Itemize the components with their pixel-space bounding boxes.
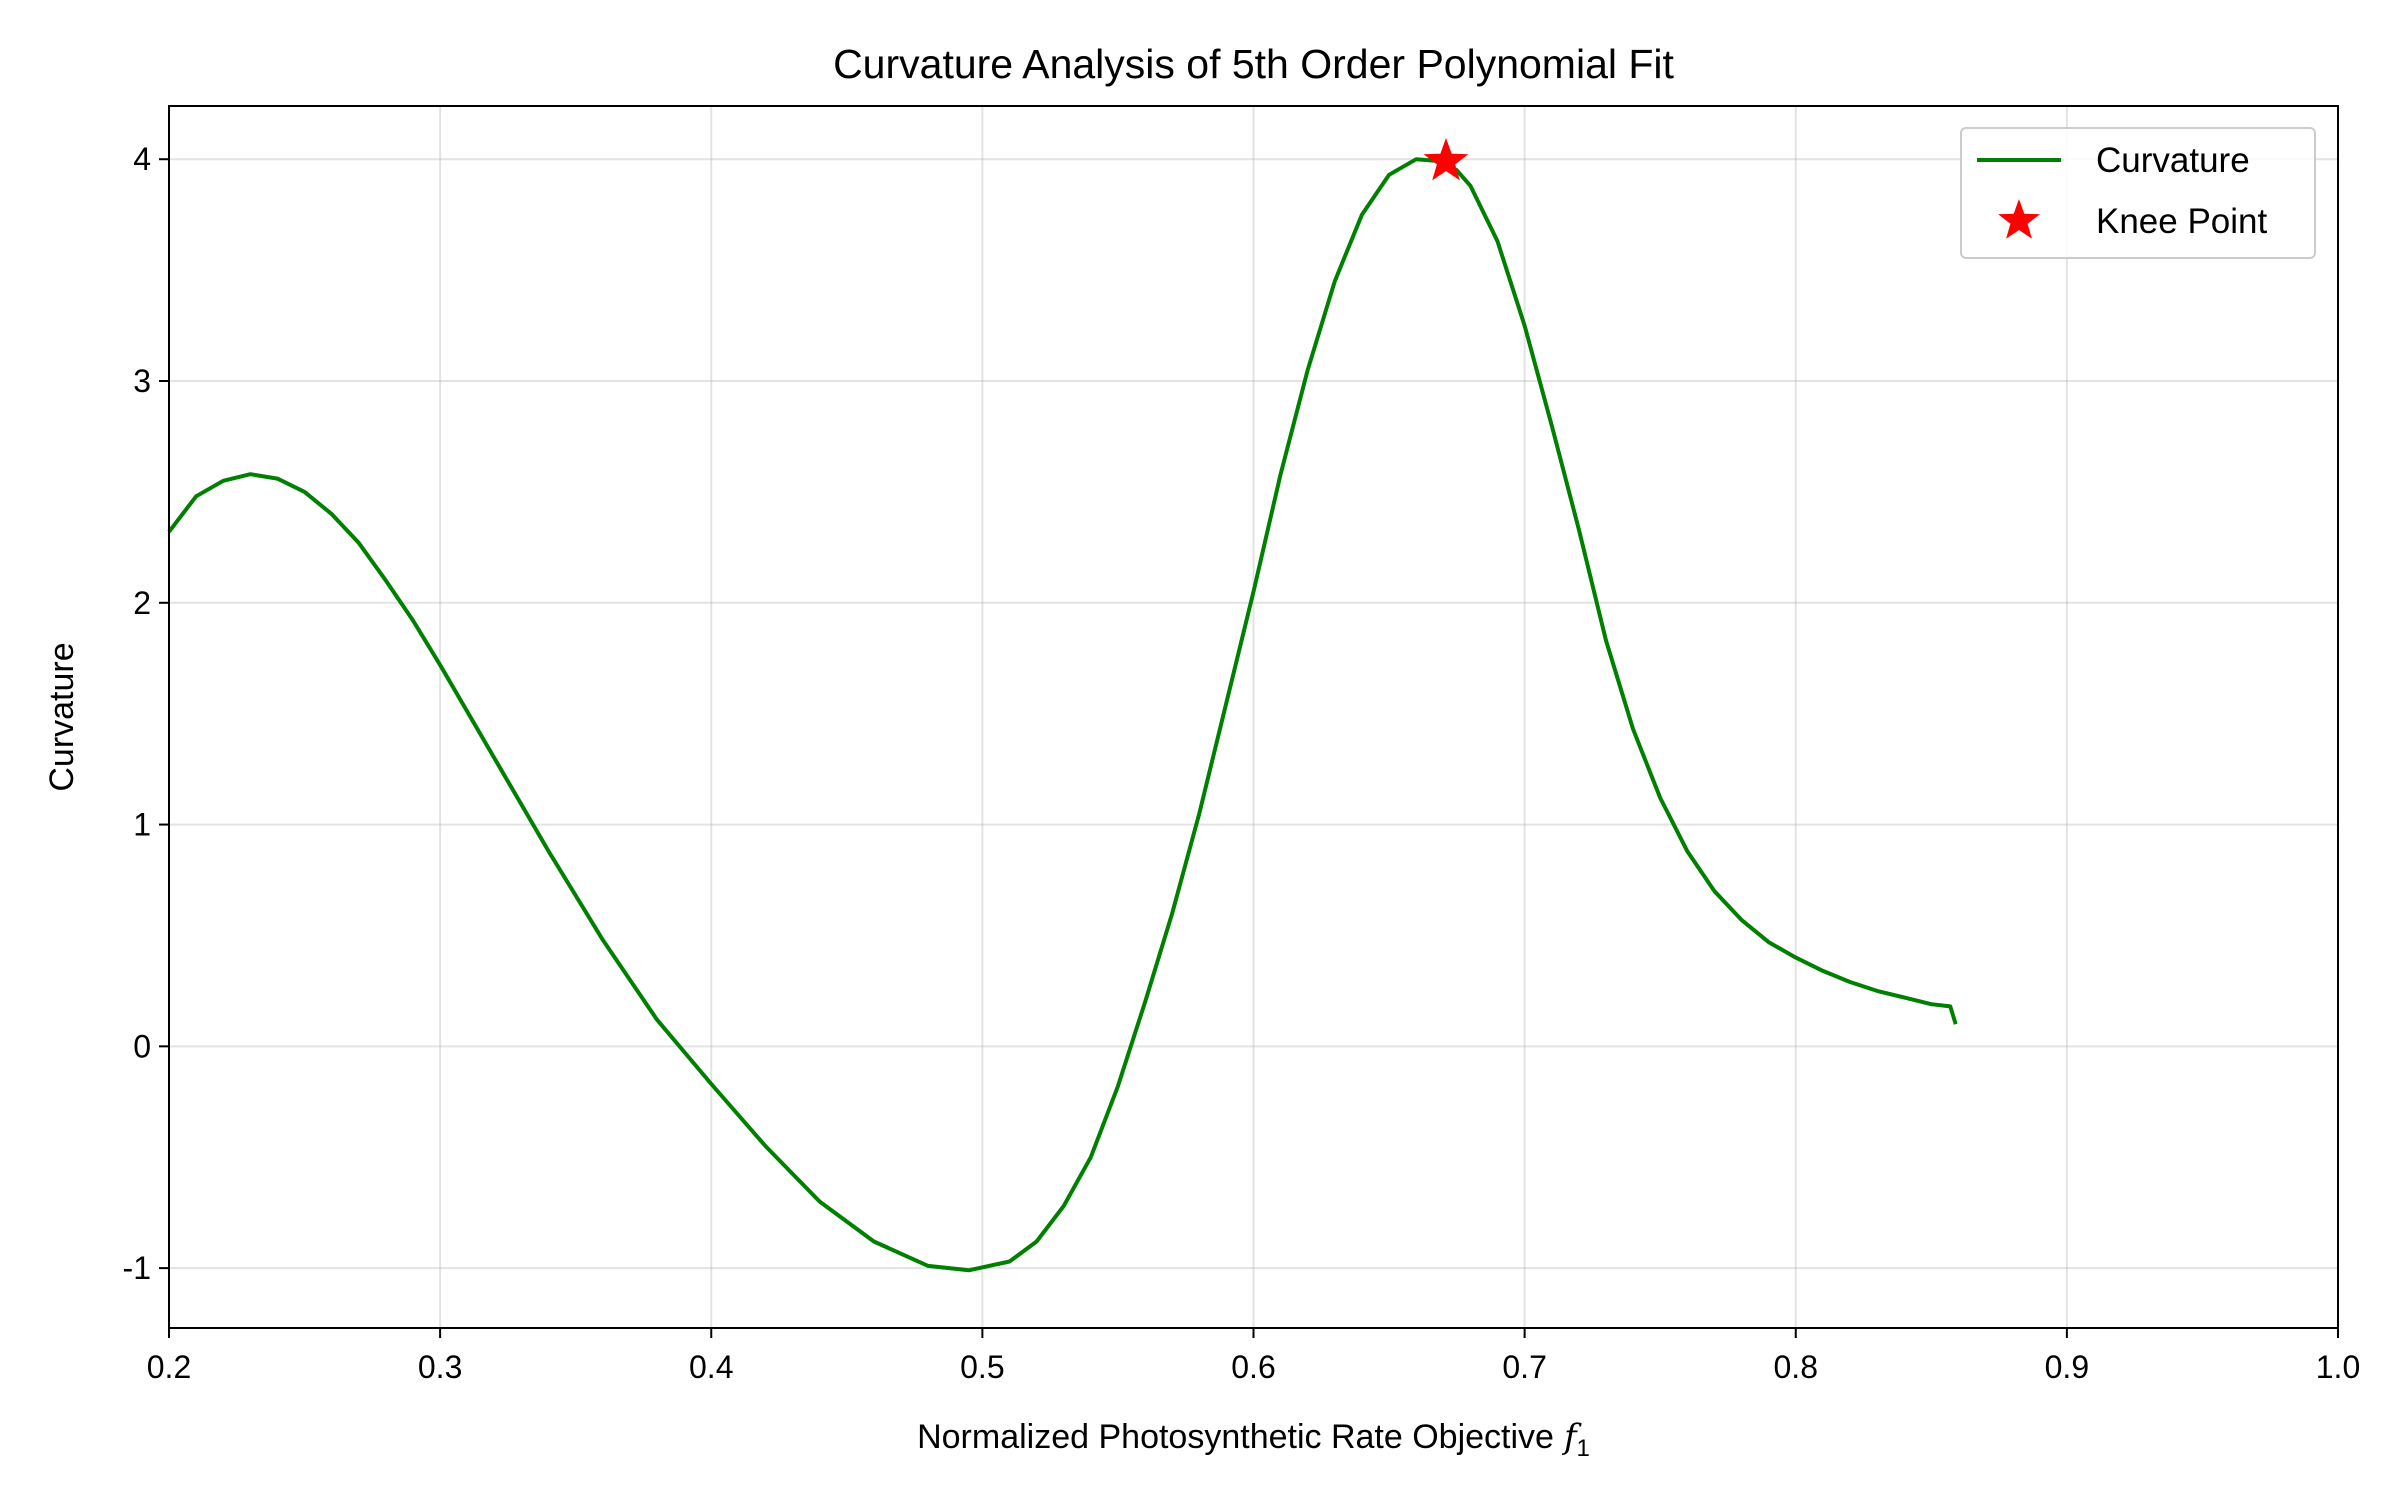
y-tick-label: 1 [133, 807, 151, 843]
legend-label-curvature: Curvature [2096, 141, 2250, 180]
x-axis-label-subscript: 1 [1577, 1435, 1590, 1462]
axis-ticks: 0.2 0.3 0.4 0.5 0.6 0.7 0.8 0.9 1.0 -1 0 1 2 3 4 [123, 141, 2361, 1385]
y-tick-label: 0 [133, 1028, 151, 1064]
y-tick-label: 4 [133, 141, 151, 177]
x-axis-label: Normalized Photosynthetic Rate Objective… [917, 1417, 1590, 1462]
y-tick-label: 3 [133, 363, 151, 399]
y-tick-label: -1 [123, 1250, 151, 1286]
x-tick-label: 1.0 [2316, 1349, 2360, 1385]
chart-title: Curvature Analysis of 5th Order Polynomi… [833, 41, 1674, 87]
x-tick-label: 0.5 [960, 1349, 1004, 1385]
x-tick-label: 0.2 [147, 1349, 191, 1385]
y-axis-label: Curvature [43, 642, 81, 791]
x-tick-label: 0.4 [689, 1349, 733, 1385]
legend-knee-point-swatch [1998, 199, 2040, 239]
y-tick-label: 2 [133, 585, 151, 621]
curvature-line [167, 157, 1958, 1273]
legend: Curvature Knee Point [1960, 127, 2316, 259]
x-tick-label: 0.8 [1774, 1349, 1818, 1385]
plot-area [167, 137, 1958, 1273]
x-tick-label: 0.3 [418, 1349, 462, 1385]
x-tick-label: 0.9 [2045, 1349, 2089, 1385]
knee-point-marker [1423, 137, 1469, 181]
legend-label-knee-point: Knee Point [2096, 202, 2268, 241]
x-axis-label-text: Normalized Photosynthetic Rate Objective [917, 1418, 1554, 1456]
x-tick-label: 0.7 [1502, 1349, 1546, 1385]
x-tick-label: 0.6 [1231, 1349, 1275, 1385]
